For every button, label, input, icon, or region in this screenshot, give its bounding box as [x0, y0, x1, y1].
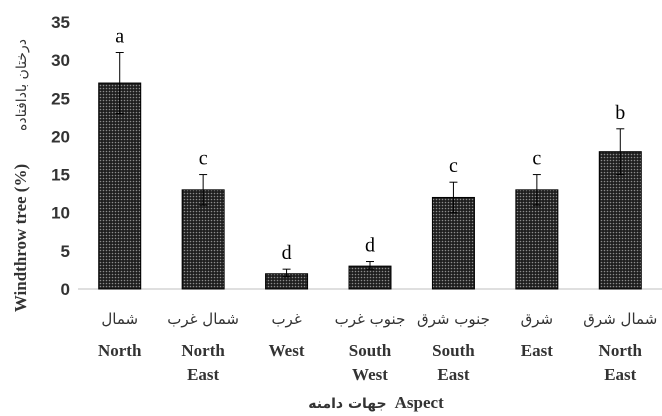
significance-letter: c [449, 155, 458, 177]
category-label-en: North [599, 341, 643, 360]
category-label-en: West [352, 365, 388, 384]
category-label-fa: شمال شرق [583, 310, 657, 328]
category-label-en: South [432, 341, 475, 360]
x-axis-label-fa: جهات دامنه [308, 396, 386, 412]
y-tick-label: 35 [51, 13, 70, 32]
significance-letter: a [115, 26, 124, 48]
category-label-en: East [521, 341, 553, 360]
category-label-en: West [269, 341, 305, 360]
x-axis-categories: شمال North شمال غرب North East غرب West جنوب غر… [98, 310, 657, 384]
y-tick-label: 30 [51, 51, 70, 70]
x-axis-label-en: Aspect [395, 393, 444, 412]
x-axis-label: جهات دامنه Aspect [308, 393, 444, 412]
y-axis-ticks: 0 5 10 15 20 25 30 35 [51, 13, 70, 299]
y-axis-label: Windthrow tree (%) [11, 164, 30, 312]
y-tick-label: 0 [61, 280, 70, 299]
y-tick-label: 15 [51, 166, 70, 185]
category-label-en: North [181, 341, 225, 360]
significance-letter: c [532, 148, 541, 170]
category-label-en: East [604, 365, 636, 384]
bar [515, 189, 559, 290]
category-label-fa: شمال غرب [167, 310, 239, 328]
significance-letter: d [365, 235, 375, 257]
category-label-en: South [349, 341, 392, 360]
category-label-fa: جنوب شرق [417, 310, 490, 328]
bar [181, 189, 225, 290]
category-label-fa: شمال [101, 310, 138, 328]
category-label-fa: جنوب غرب [335, 310, 406, 328]
category-label-fa: شرق [521, 310, 553, 328]
significance-letter: c [199, 148, 208, 170]
y-tick-label: 20 [51, 127, 70, 146]
category-label-fa: غرب [271, 310, 301, 328]
y-tick-label: 5 [61, 242, 70, 261]
y-tick-label: 10 [51, 204, 70, 223]
y-axis-label-fa: درختان بادافتاده [14, 39, 30, 131]
bars [98, 82, 642, 290]
category-label-en: East [187, 365, 219, 384]
bar [98, 82, 142, 290]
significance-letter: d [282, 242, 292, 264]
significance-letter: b [615, 102, 625, 124]
y-tick-label: 25 [51, 89, 70, 108]
significance-letters: a c d d c c b [115, 26, 625, 265]
category-label-en: North [98, 341, 142, 360]
error-bars [115, 52, 625, 278]
category-label-en: East [437, 365, 469, 384]
